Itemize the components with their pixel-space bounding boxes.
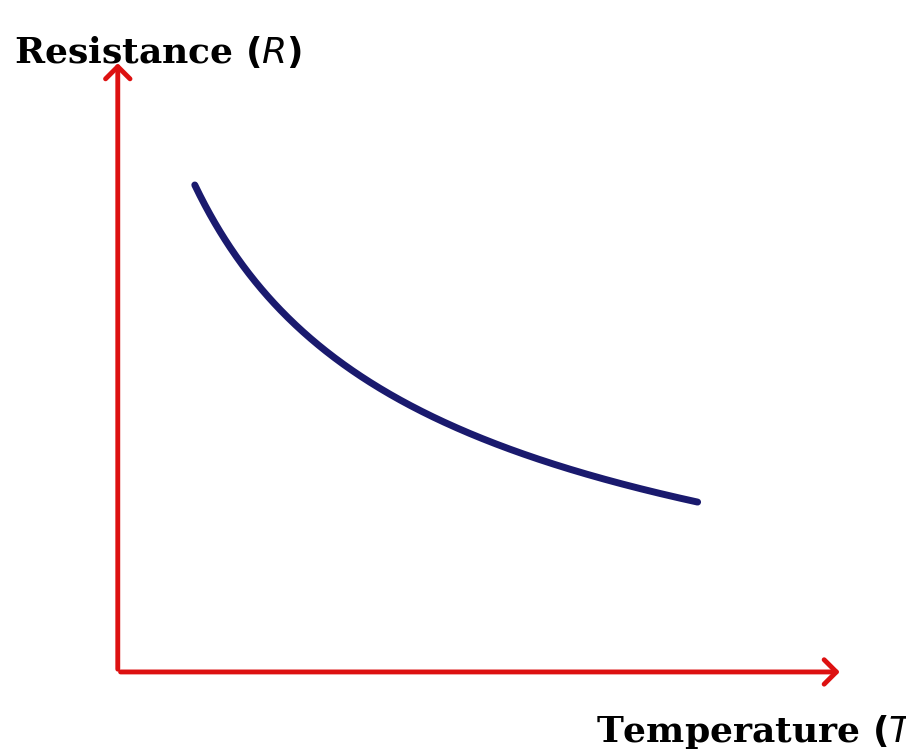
Text: Resistance $\mathbf{(\mathit{R})}$: Resistance $\mathbf{(\mathit{R})}$: [14, 34, 302, 70]
Text: Temperature $\mathbf{(\mathit{T})}$: Temperature $\mathbf{(\mathit{T})}$: [596, 713, 906, 751]
